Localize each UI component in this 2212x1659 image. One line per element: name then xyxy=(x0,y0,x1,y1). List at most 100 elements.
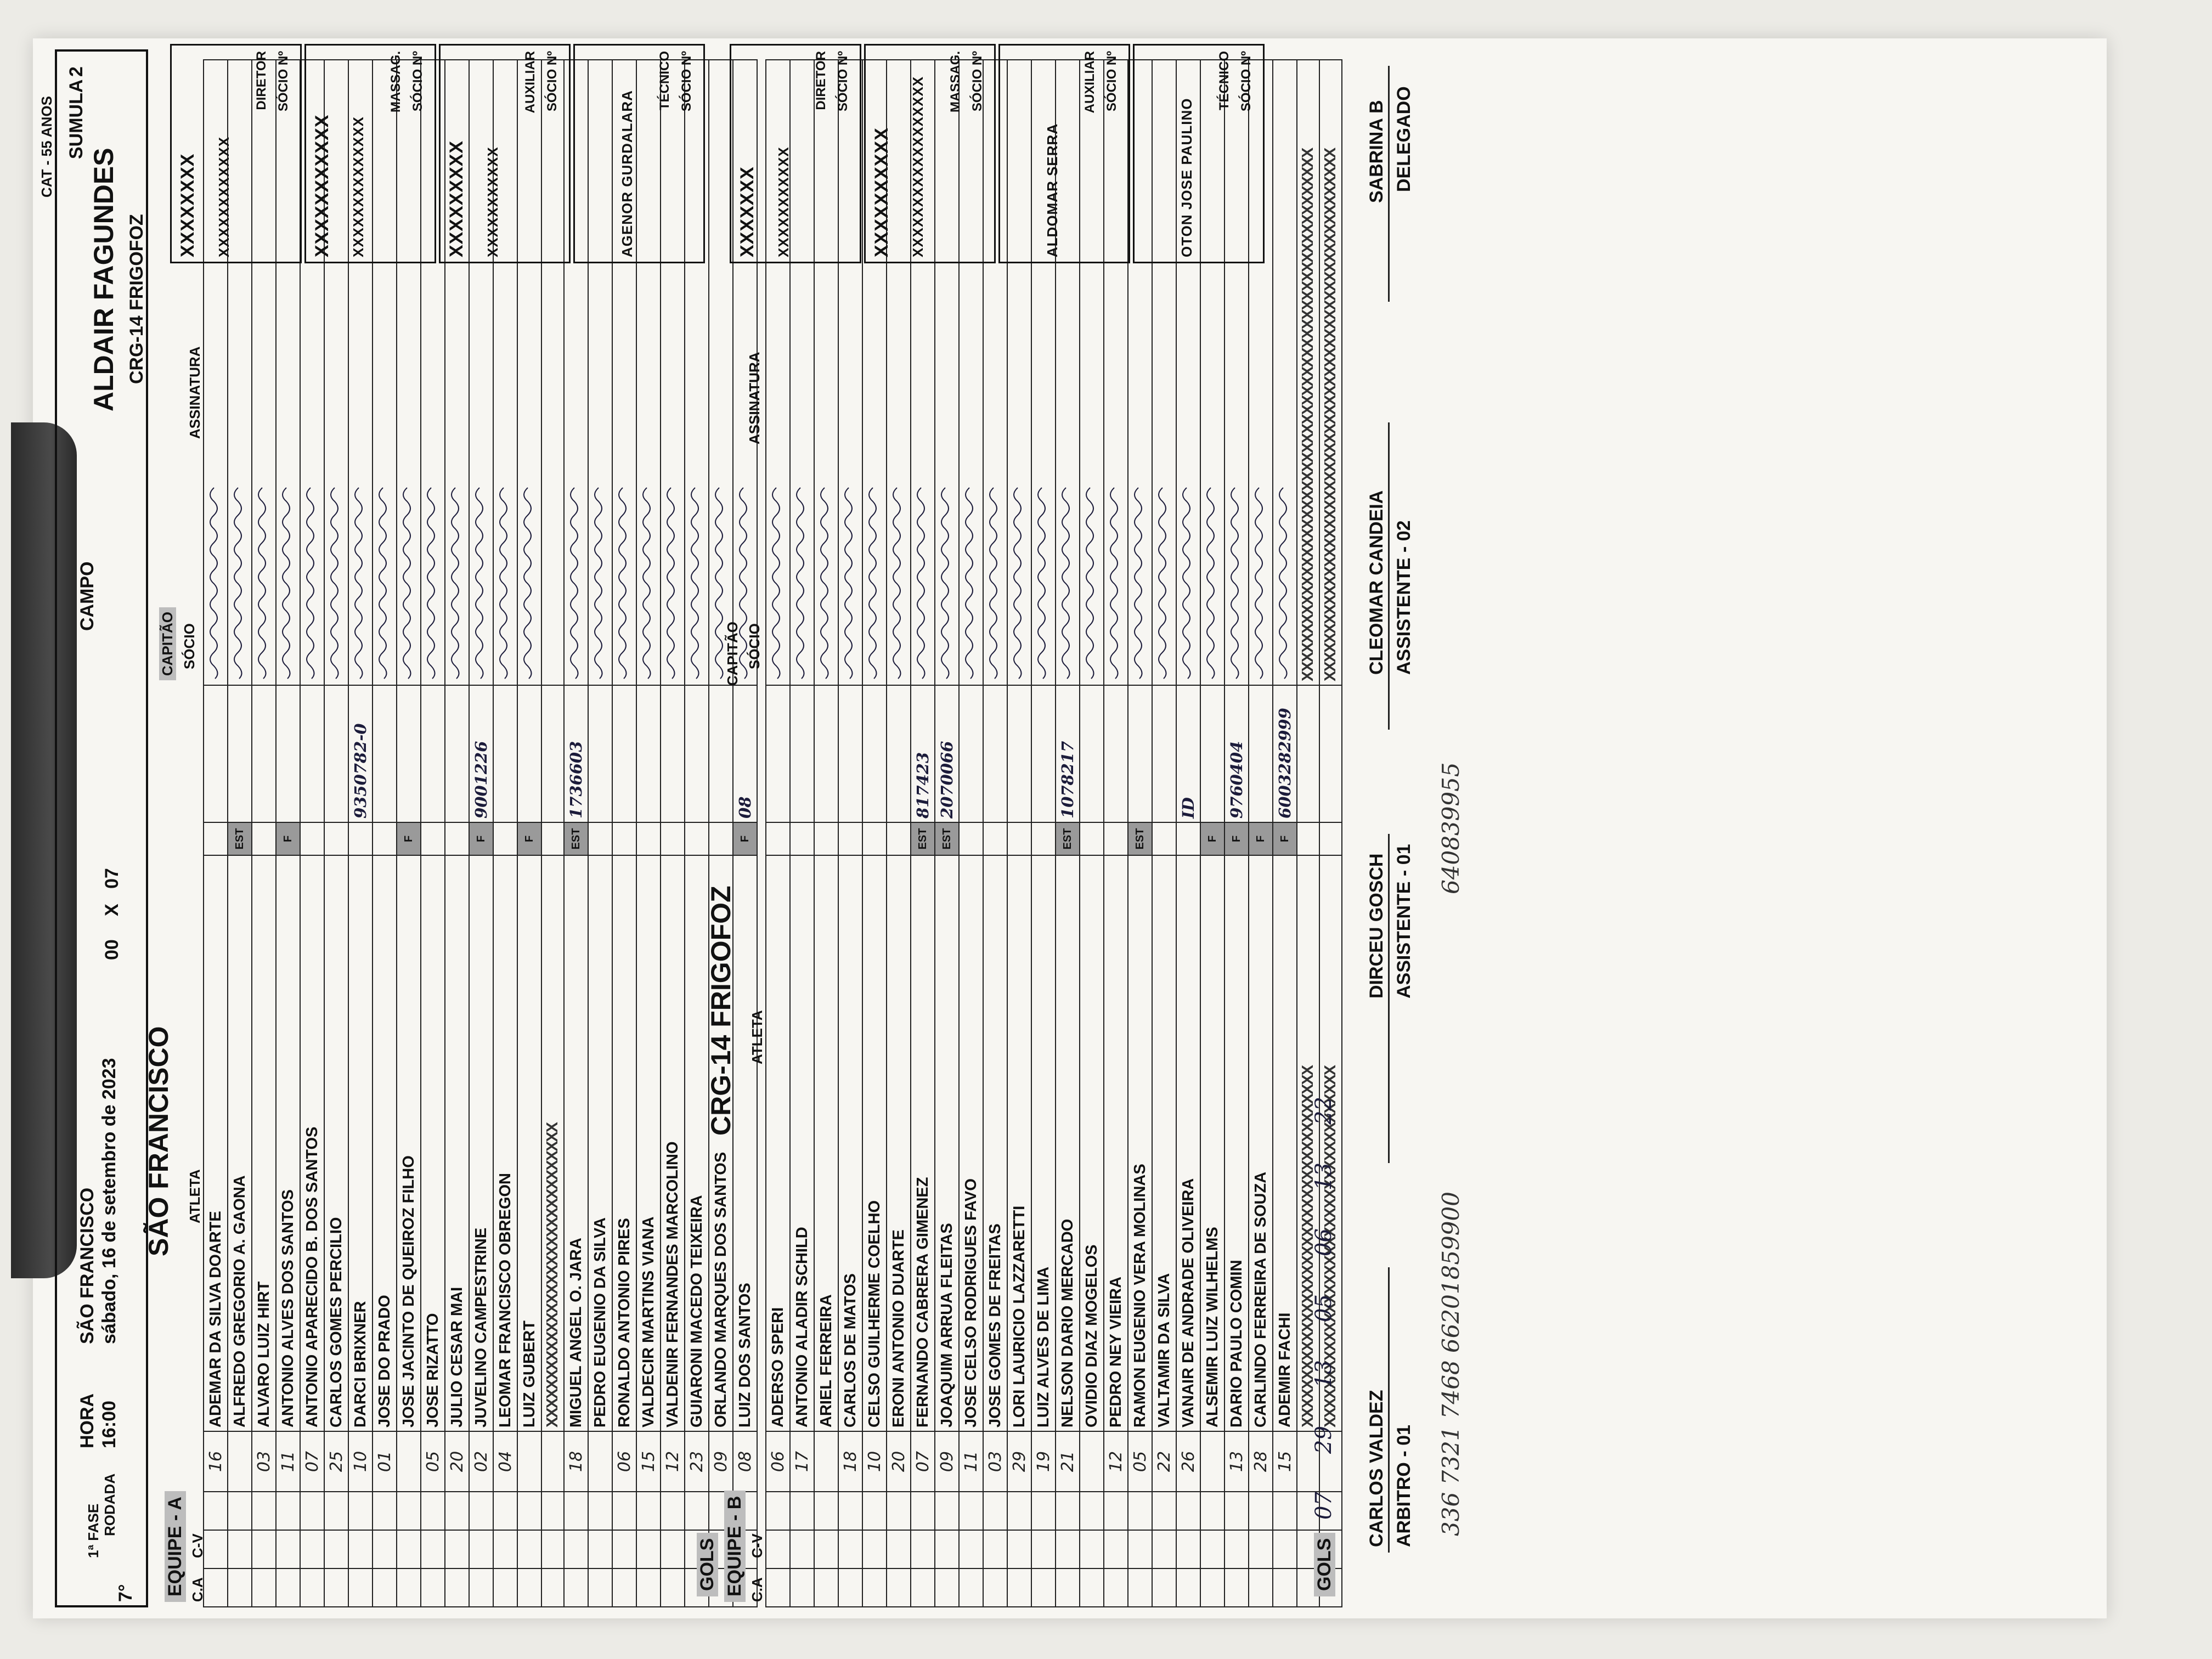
staff-socio-label: SÓCIO Nº xyxy=(545,51,560,112)
staff-socio-label: SÓCIO Nº xyxy=(1239,51,1254,112)
goal-scorer-number: 07 xyxy=(1311,1492,1336,1520)
signature-scribble xyxy=(1255,487,1263,679)
ca-cell xyxy=(541,1568,564,1607)
ca-cell xyxy=(983,1568,1007,1607)
cv-cell xyxy=(1104,1492,1128,1530)
staff-name: XXXXXXX xyxy=(737,166,758,257)
cv-cell xyxy=(324,1492,348,1530)
player-name: LUIZ GUBERT xyxy=(517,855,541,1431)
player-number xyxy=(1200,1431,1224,1492)
player-flag xyxy=(421,822,445,855)
player-flag: EST xyxy=(228,822,252,855)
player-number: 15 xyxy=(1273,1431,1297,1492)
cv-cell xyxy=(838,1492,862,1530)
player-name: ANTONIO ALVES DOS SANTOS xyxy=(276,855,300,1431)
ca2-cell xyxy=(1056,1530,1080,1568)
player-name: ADERSO SPERI xyxy=(766,855,790,1431)
staff-socio-label: SÓCIO Nº xyxy=(410,51,425,112)
player-flag: EST xyxy=(911,822,935,855)
staff-socio-label: SÓCIO Nº xyxy=(1104,51,1119,112)
player-flag xyxy=(252,822,276,855)
player-signature xyxy=(1249,60,1273,685)
cv-cell xyxy=(887,1492,911,1530)
player-number: 21 xyxy=(1056,1431,1080,1492)
player-number: 18 xyxy=(838,1431,862,1492)
goal-scorer-number: 13 xyxy=(1311,1360,1336,1388)
staff-box-diretor: XXXXXXXX XXXXXXXXXXXX DIRETOR SÓCIO Nº xyxy=(170,44,302,263)
ca-cell xyxy=(838,1568,862,1607)
signature-scribble xyxy=(451,487,460,679)
ca2-cell xyxy=(588,1530,612,1568)
table-row: 03 JOSE GOMES DE FREITAS xyxy=(983,60,1007,1607)
cv-cell xyxy=(517,1492,541,1530)
table-row: ALFREDO GREGORIO A. GAONA EST xyxy=(228,60,252,1607)
cv-cell xyxy=(1007,1492,1031,1530)
player-name: DARIO PAULO COMIN xyxy=(1224,855,1249,1431)
player-number: 25 xyxy=(324,1431,348,1492)
table-row: 11 ANTONIO ALVES DOS SANTOS F xyxy=(276,60,300,1607)
staff-role: MASSAG. xyxy=(948,51,963,113)
ca2-cell xyxy=(1176,1530,1200,1568)
signature-scribble xyxy=(772,487,781,679)
ca2-cell xyxy=(228,1530,252,1568)
table-row: 07 FERNANDO CABRERA GIMENEZ EST 817423 xyxy=(911,60,935,1607)
player-name: JOSE GOMES DE FREITAS xyxy=(983,855,1007,1431)
ca-cell xyxy=(300,1568,324,1607)
signature-scribble xyxy=(965,487,974,679)
goal-scorer-number: 22 xyxy=(1311,1097,1336,1125)
player-socio xyxy=(1104,685,1128,822)
player-signature xyxy=(564,60,588,685)
ca-cell xyxy=(959,1568,983,1607)
player-name: LEOMAR FRANCISCO OBREGON xyxy=(493,855,517,1431)
player-flag xyxy=(838,822,862,855)
table-row: 18 CARLOS DE MATOS xyxy=(838,60,862,1607)
table-row: 18 MIGUEL ANGEL O. JARA EST 1736603 xyxy=(564,60,588,1607)
player-signature xyxy=(636,60,661,685)
player-number: 06 xyxy=(766,1431,790,1492)
player-flag: F xyxy=(1224,822,1249,855)
player-number: 09 xyxy=(935,1431,959,1492)
table-row: 26 VANAIR DE ANDRADE OLIVEIRA ID xyxy=(1176,60,1200,1607)
player-name: CELSO GUILHERME COELHO xyxy=(862,855,887,1431)
cv-cell xyxy=(685,1492,709,1530)
ca2-cell xyxy=(636,1530,661,1568)
arbitro-label: ARBITRO - 01 xyxy=(1393,1425,1414,1547)
table-row: 05 JOSE RIZATTO xyxy=(421,60,445,1607)
player-socio xyxy=(1128,685,1152,822)
player-number: 11 xyxy=(959,1431,983,1492)
table-row: OVIDIO DIAZ MOGELOS xyxy=(1080,60,1104,1607)
ca2-cell xyxy=(1007,1530,1031,1568)
ca-cell xyxy=(1224,1568,1249,1607)
category-label: CAT - 55 ANOS xyxy=(38,96,55,198)
cv-cell xyxy=(1056,1492,1080,1530)
player-flag xyxy=(862,822,887,855)
player-socio xyxy=(1319,685,1342,822)
ca2-cell xyxy=(373,1530,397,1568)
staff-id: XXXXXXXXXXXXXXXXXX xyxy=(910,76,926,257)
player-signature xyxy=(1007,60,1031,685)
player-signature xyxy=(612,60,636,685)
player-flag xyxy=(636,822,661,855)
ca2-cell xyxy=(300,1530,324,1568)
cv-cell xyxy=(1249,1492,1273,1530)
player-flag: F xyxy=(469,822,493,855)
ca-cell xyxy=(1249,1568,1273,1607)
player-number: 19 xyxy=(1031,1431,1056,1492)
handwritten-note-1: 336 7321 7468 66201859900 xyxy=(1437,1192,1464,1536)
ca-cell xyxy=(276,1568,300,1607)
ca2-cell xyxy=(517,1530,541,1568)
player-flag: F xyxy=(1273,822,1297,855)
player-name: ERONI ANTONIO DUARTE xyxy=(887,855,911,1431)
player-socio xyxy=(612,685,636,822)
player-socio xyxy=(862,685,887,822)
player-flag: EST xyxy=(935,822,959,855)
table-row: 09 JOAQUIM ARRUA FLEITAS EST 2070066 xyxy=(935,60,959,1607)
table-row: 10 DARCI BRIXNER 9350782-0 xyxy=(348,60,373,1607)
ca-cell xyxy=(252,1568,276,1607)
player-signature xyxy=(685,60,709,685)
cv-cell xyxy=(300,1492,324,1530)
table-row: 10 CELSO GUILHERME COELHO xyxy=(862,60,887,1607)
player-number xyxy=(397,1431,421,1492)
staff-id: OTON JOSE PAULINO xyxy=(1178,98,1195,257)
table-row: 20 ERONI ANTONIO DUARTE xyxy=(887,60,911,1607)
